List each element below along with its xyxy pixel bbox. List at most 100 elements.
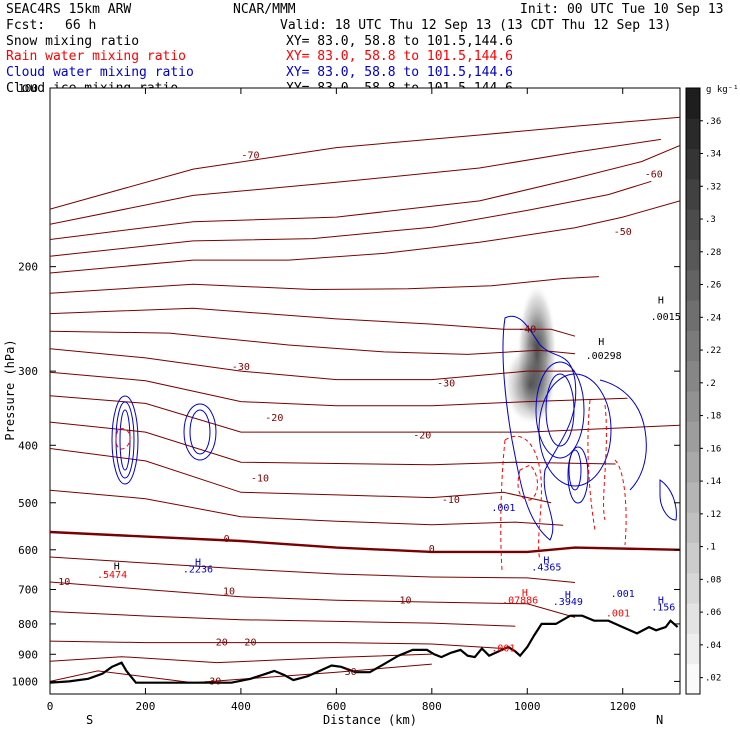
y-axis-label: Pressure (hPa) bbox=[3, 339, 17, 440]
maximum-marker: H bbox=[195, 557, 201, 568]
isotherm-label: 20 bbox=[244, 638, 256, 649]
x-tick-label: 0 bbox=[47, 700, 54, 713]
colorbar-tick-label: .34 bbox=[705, 150, 721, 160]
isotherm-label: 30 bbox=[345, 667, 357, 678]
cloud-water-contours bbox=[111, 315, 677, 541]
colorbar-tick-label: .1 bbox=[705, 543, 716, 553]
maximum-value: .001 bbox=[491, 643, 515, 654]
colorbar-swatch bbox=[686, 663, 700, 695]
colorbar-swatch bbox=[686, 451, 700, 483]
y-tick-label: 900 bbox=[18, 648, 38, 661]
maximum-value: .001 bbox=[611, 589, 635, 600]
cloud-water-contour bbox=[568, 449, 582, 491]
isotherm-intermediate bbox=[50, 653, 432, 664]
rain-water-contour bbox=[500, 435, 542, 571]
rain-water-contour bbox=[115, 428, 131, 450]
y-tick-label: 600 bbox=[18, 544, 38, 557]
model-title: SEAC4RS 15km ARW bbox=[6, 2, 131, 17]
maximum-marker: H bbox=[543, 555, 549, 566]
isotherm-10 bbox=[50, 581, 576, 618]
isotherm-label: -60 bbox=[645, 170, 663, 181]
field-xy-rain: XY= 83.0, 58.8 to 101.5,144.6 bbox=[286, 49, 513, 64]
maximum-value: .3949 bbox=[553, 597, 583, 608]
cloud-water-contour bbox=[183, 403, 217, 461]
field-name-rain: Rain water mixing ratio bbox=[6, 49, 186, 64]
rain-water-contours bbox=[115, 399, 627, 571]
terrain-layer bbox=[50, 614, 679, 684]
colorbar-swatch bbox=[686, 330, 700, 362]
colorbar-swatch bbox=[686, 512, 700, 543]
isotherm-label: 0 bbox=[429, 544, 435, 555]
colorbar-tick-label: .32 bbox=[705, 182, 721, 192]
maximum-value: .156 bbox=[651, 602, 675, 613]
isotherm-label: -70 bbox=[241, 151, 259, 162]
x-tick-label: 200 bbox=[136, 700, 156, 713]
cloud-water-contour bbox=[659, 479, 677, 521]
colorbar-swatch bbox=[686, 118, 700, 150]
x-axis: 0 200 400 600 800 1000 1200 bbox=[47, 88, 636, 713]
colorbar-tick-label: .22 bbox=[705, 346, 721, 356]
cloud-water-contour bbox=[567, 446, 589, 504]
colorbar-swatch bbox=[686, 542, 700, 574]
isotherm-minus50 bbox=[50, 200, 680, 274]
valid-time: Valid: 18 UTC Thu 12 Sep 13 (13 CDT Thu … bbox=[280, 18, 671, 33]
isotherm-intermediate bbox=[50, 421, 616, 466]
y-tick-label: 700 bbox=[18, 584, 38, 597]
center-label: NCAR/MMM bbox=[233, 2, 296, 17]
y-tick-label: 400 bbox=[18, 439, 38, 452]
isotherm-label: -20 bbox=[413, 430, 431, 441]
isotherm-label: 10 bbox=[223, 586, 235, 597]
isotherm-minus60 bbox=[50, 145, 680, 240]
contour-labels: -70 -60 -50 -40 -30 -30 -20 -20 -10 -10 0 0 10 10 10 20… bbox=[58, 151, 662, 688]
colorbar-tick-label: .04 bbox=[705, 641, 721, 651]
isotherm-label: -30 bbox=[203, 676, 221, 687]
field-xy-snow: XY= 83.0, 58.8 to 101.5,144.6 bbox=[286, 34, 513, 49]
cloud-water-contour bbox=[111, 395, 139, 485]
isotherm-intermediate bbox=[50, 611, 516, 627]
colorbar-tick-label: .14 bbox=[705, 477, 721, 487]
field-name-cloud-water: Cloud water mixing ratio bbox=[6, 65, 194, 80]
maximum-value: .00298 bbox=[586, 351, 622, 362]
colorbar-swatch bbox=[686, 88, 700, 119]
colorbar-swatch bbox=[686, 148, 700, 180]
colorbar-tick-label: .18 bbox=[705, 412, 721, 422]
y-tick-label: 100 bbox=[18, 82, 38, 95]
isotherm-0 bbox=[50, 530, 680, 554]
cloud-water-contour bbox=[599, 379, 647, 491]
y-tick-label: 300 bbox=[18, 365, 38, 378]
isotherm-intermediate bbox=[50, 371, 628, 407]
rain-water-contour bbox=[517, 464, 538, 501]
isotherm-label: -40 bbox=[518, 324, 536, 335]
x-axis-label: Distance (km) bbox=[323, 713, 417, 727]
colorbar-frame bbox=[685, 87, 701, 695]
colorbar-swatch bbox=[686, 391, 700, 422]
maximum-marker: H bbox=[658, 595, 664, 606]
y-tick-label: 200 bbox=[18, 261, 38, 274]
colorbar-swatch bbox=[686, 239, 700, 271]
isotherm-minus10 bbox=[50, 448, 552, 504]
isotherm-minus40 bbox=[50, 307, 576, 337]
isotherm-label: 10 bbox=[58, 577, 70, 588]
x-tick-label: 1200 bbox=[609, 700, 636, 713]
colorbar-swatch bbox=[686, 481, 700, 513]
maximum-value: .5474 bbox=[97, 570, 127, 581]
isotherm-intermediate bbox=[50, 556, 576, 583]
colorbar-swatch bbox=[686, 633, 700, 665]
isotherm-minus30 bbox=[50, 348, 575, 381]
cloud-water-contour bbox=[535, 361, 585, 459]
colorbar-swatch bbox=[686, 421, 700, 453]
maximum-marker: H bbox=[598, 337, 604, 348]
maximum-marker: H bbox=[522, 588, 528, 599]
field-xy-cloud-water: XY= 83.0, 58.8 to 101.5,144.6 bbox=[286, 65, 513, 80]
cloud-water-contour bbox=[545, 373, 575, 447]
y-tick-label: 1000 bbox=[12, 675, 39, 688]
isotherm-label: 0 bbox=[224, 534, 230, 545]
colorbar-tick-label: .08 bbox=[705, 575, 721, 585]
colorbar-unit: g kg⁻¹ bbox=[706, 85, 739, 95]
colorbar-swatch bbox=[686, 209, 700, 240]
colorbar: .02 .04 .06 .08 .1 .12 .14 .16 .18 .2 .22 .24 .26 .28… bbox=[685, 87, 721, 695]
y-tick-label: 800 bbox=[18, 618, 38, 631]
cloud-water-contour bbox=[502, 315, 577, 541]
